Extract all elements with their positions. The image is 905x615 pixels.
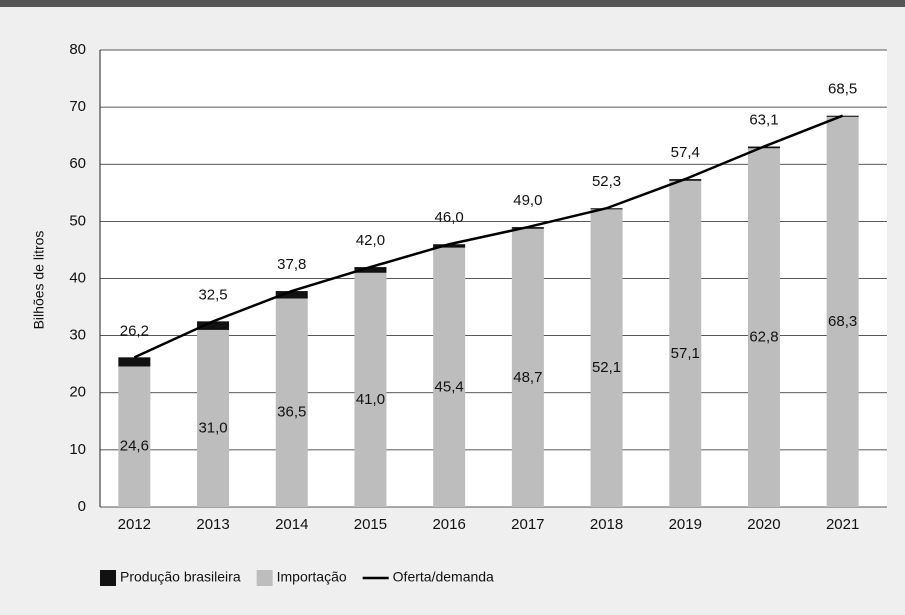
x-tick-label: 2012 — [118, 516, 151, 533]
legend-swatch — [256, 570, 273, 586]
bar-segment — [275, 291, 308, 299]
bar-segment — [669, 180, 702, 507]
bar-segment — [354, 267, 387, 273]
bar-segment — [118, 366, 151, 507]
bar-segment — [118, 357, 151, 367]
bar-segment — [433, 247, 466, 507]
x-tick-label: 2019 — [669, 516, 702, 533]
line-value-label: 63,1 — [749, 112, 778, 129]
y-axis-label: Bilhões de litros — [31, 231, 47, 330]
x-tick-label: 2018 — [590, 516, 623, 533]
y-tick-label: 20 — [69, 384, 86, 401]
bar-value-label: 62,8 — [749, 329, 778, 346]
y-tick-label: 10 — [69, 441, 86, 458]
bar-value-label: 57,1 — [671, 345, 700, 362]
bar-segment — [197, 329, 230, 507]
bar-segment — [275, 298, 308, 507]
y-tick-label: 70 — [69, 98, 86, 115]
bar-value-label: 41,0 — [356, 391, 385, 408]
line-value-label: 49,0 — [513, 192, 542, 209]
line-value-label: 37,8 — [277, 256, 306, 273]
bar-segment — [197, 321, 230, 330]
line-value-label: 46,0 — [435, 209, 464, 226]
line-value-label: 68,5 — [828, 81, 857, 98]
bar-segment — [511, 228, 544, 507]
y-tick-label: 40 — [69, 269, 86, 286]
bar-value-label: 68,3 — [828, 313, 857, 330]
bar-value-label: 48,7 — [513, 369, 542, 386]
line-value-label: 52,3 — [592, 173, 621, 190]
bar-value-label: 31,0 — [198, 419, 227, 436]
bar-value-label: 45,4 — [435, 378, 464, 395]
legend-swatch — [100, 570, 116, 586]
bar-value-label: 24,6 — [120, 438, 149, 455]
legend-label: Importação — [277, 569, 347, 585]
bar-segment — [433, 244, 466, 248]
line-value-label: 57,4 — [671, 144, 700, 161]
line-value-label: 42,0 — [356, 232, 385, 249]
x-tick-label: 2020 — [747, 516, 780, 533]
x-tick-label: 2021 — [826, 516, 859, 533]
y-tick-label: 30 — [69, 327, 86, 344]
line-value-label: 26,2 — [120, 322, 149, 339]
top-rule — [0, 0, 905, 7]
x-tick-label: 2017 — [511, 516, 544, 533]
x-tick-label: 2014 — [275, 516, 308, 533]
bar-segment — [826, 116, 859, 508]
bar-value-label: 52,1 — [592, 359, 621, 376]
line-value-label: 32,5 — [198, 286, 227, 303]
legend-label: Produção brasileira — [120, 569, 241, 585]
y-tick-label: 60 — [69, 155, 86, 172]
bar-segment — [747, 148, 780, 507]
x-tick-label: 2015 — [354, 516, 387, 533]
bar-segment — [354, 272, 387, 507]
x-tick-label: 2016 — [432, 516, 465, 533]
legend-label: Oferta/demanda — [393, 569, 494, 585]
line — [133, 114, 844, 359]
x-tick-label: 2013 — [196, 516, 229, 533]
y-tick-label: 50 — [69, 212, 86, 229]
bar-segment — [590, 209, 623, 507]
bar-value-label: 36,5 — [277, 404, 306, 421]
y-tick-label: 0 — [78, 498, 86, 515]
y-tick-label: 80 — [69, 41, 86, 58]
